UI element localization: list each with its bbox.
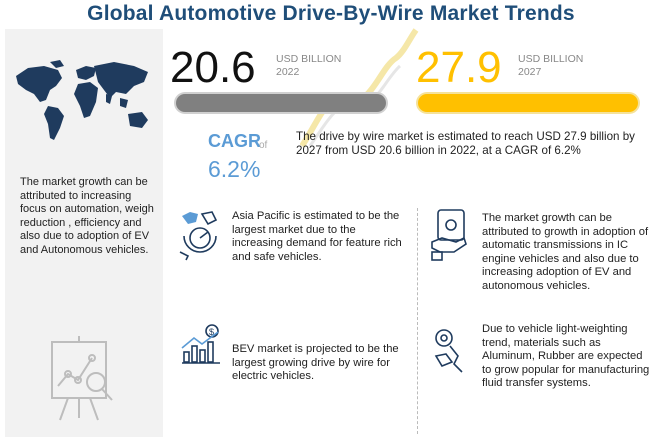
insight-lightweighting: Due to vehicle light-weighting trend, ma…: [482, 323, 650, 390]
page-title: Global Automotive Drive-By-Wire Market T…: [87, 2, 575, 25]
transmission-hand-icon: [431, 209, 467, 261]
insight-transmission: The market growth can be attributed to g…: [482, 212, 649, 292]
column-divider: [417, 208, 418, 434]
insight-asia-pacific: Asia Pacific is estimated to be the larg…: [232, 210, 402, 263]
asia-pacific-map-icon: [179, 211, 218, 261]
cagr-label: CAGR: [208, 131, 261, 151]
unit-2027: USD BILLION: [518, 53, 584, 65]
cagr-of: of: [259, 140, 268, 151]
bev-growth-chart-icon: $: [181, 324, 220, 364]
year-2027: 2027: [518, 66, 542, 78]
svg-text:$: $: [209, 327, 214, 337]
year-2022: 2022: [276, 66, 300, 78]
bar-2027: [418, 94, 638, 112]
market-summary: The drive by wire market is estimated to…: [296, 130, 635, 157]
world-map-icon: [16, 60, 148, 140]
value-2022: 20.6: [170, 43, 256, 92]
value-2027: 27.9: [416, 43, 502, 92]
analytics-board-icon: [51, 336, 113, 421]
cagr-value: 6.2%: [208, 156, 261, 182]
sidebar-description: The market growth can be attributed to i…: [20, 176, 154, 256]
bar-2022: [176, 94, 386, 112]
unit-2022: USD BILLION: [276, 53, 342, 65]
insight-bev: BEV market is projected to be the larges…: [232, 343, 399, 383]
lightweight-materials-icon: [434, 329, 463, 373]
